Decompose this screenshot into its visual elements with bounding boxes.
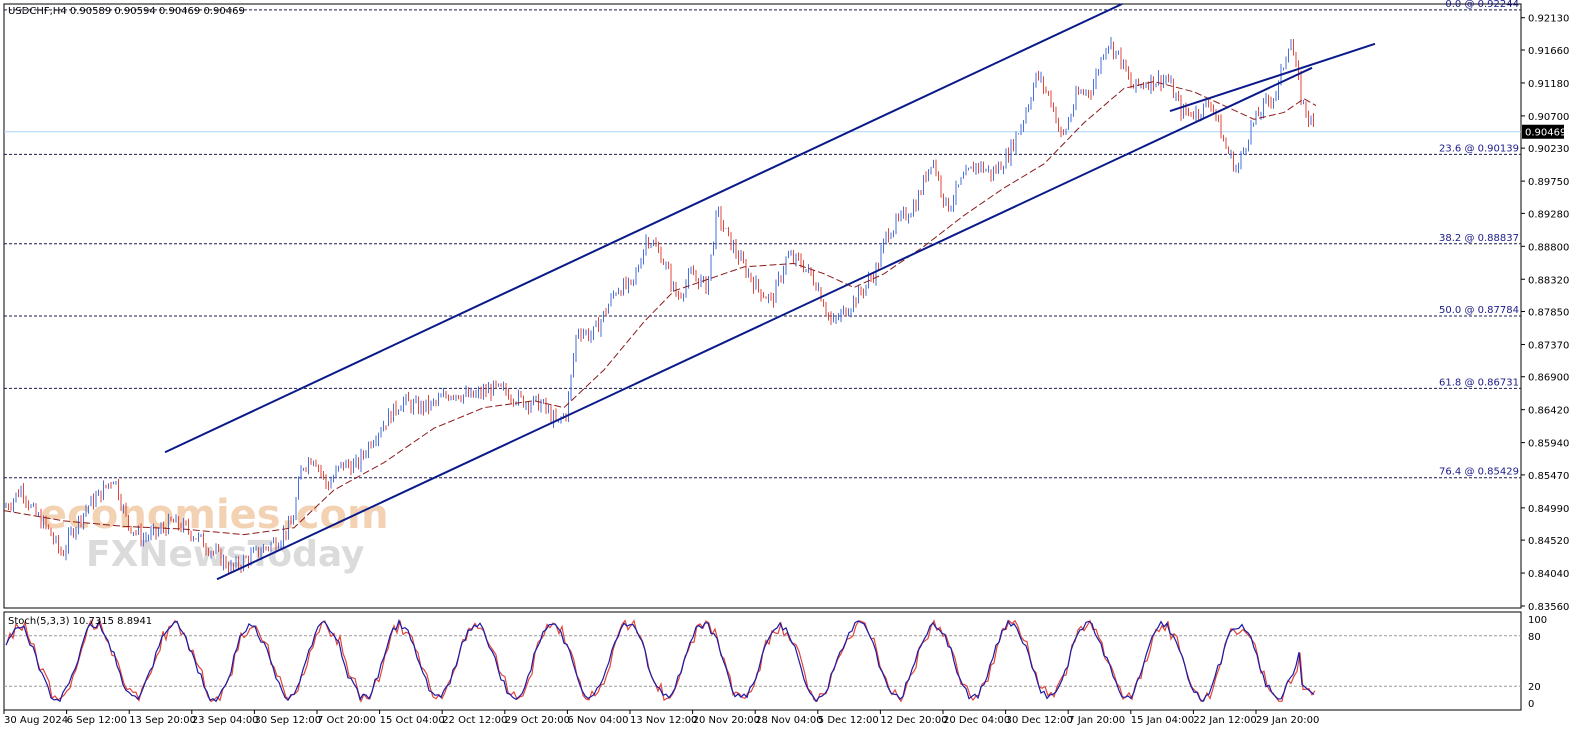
price-tick-label: 0.91180 xyxy=(1528,79,1569,90)
time-tick-label: 12 Dec 20:00 xyxy=(880,715,947,726)
price-tick-label: 0.90700 xyxy=(1528,112,1569,123)
price-tick-label: 0.83560 xyxy=(1528,602,1569,613)
price-tick-label: 0.87370 xyxy=(1528,340,1569,351)
price-tick-label: 0.91660 xyxy=(1528,46,1569,57)
time-tick-label: 22 Jan 12:00 xyxy=(1193,715,1256,726)
fib-label: 50.0 @ 0.87784 xyxy=(1439,305,1519,316)
symbol-header: USDCHF,H4 0.90589 0.90594 0.90469 0.9046… xyxy=(8,6,245,17)
channel-lower-line xyxy=(216,66,1313,581)
fib-label: 76.4 @ 0.85429 xyxy=(1439,467,1519,478)
price-tick-label: 0.84040 xyxy=(1528,569,1569,580)
time-tick-label: 29 Jan 20:00 xyxy=(1256,715,1319,726)
stoch-level-label: 100 xyxy=(1528,615,1547,626)
current-price-label: 0.90469 xyxy=(1525,128,1566,139)
price-tick-label: 0.92130 xyxy=(1528,14,1569,25)
watermark-fxnewstoday: FXNewsToday xyxy=(86,534,365,575)
time-tick-label: 20 Dec 04:00 xyxy=(943,715,1010,726)
watermark-economies: economies.com xyxy=(40,492,389,538)
channel-upper-line xyxy=(164,3,1123,454)
stoch-level-label: 80 xyxy=(1528,632,1541,643)
price-tick-label: 0.85470 xyxy=(1528,471,1569,482)
price-tick-label: 0.85940 xyxy=(1528,439,1569,450)
price-tick-label: 0.84990 xyxy=(1528,504,1569,515)
watermark: economies.com FXNewsToday xyxy=(40,492,389,575)
stoch-level-label: 20 xyxy=(1528,682,1541,693)
stoch-main-line xyxy=(5,618,1315,703)
price-tick-label: 0.89280 xyxy=(1528,209,1569,220)
price-tick-label: 0.88800 xyxy=(1528,242,1569,253)
time-tick-label: 22 Oct 12:00 xyxy=(442,715,507,726)
time-tick-label: 30 Dec 12:00 xyxy=(1006,715,1073,726)
channel-breakout-line xyxy=(1169,42,1376,113)
time-tick-label: 6 Sep 12:00 xyxy=(67,715,127,726)
time-tick-label: 23 Sep 04:00 xyxy=(192,715,259,726)
time-tick-label: 30 Aug 2024 xyxy=(4,715,68,726)
price-tick-label: 0.90230 xyxy=(1528,144,1569,155)
fib-label: 61.8 @ 0.86731 xyxy=(1439,377,1519,388)
price-tick-label: 0.88320 xyxy=(1528,275,1569,286)
time-tick-label: 29 Oct 20:00 xyxy=(505,715,570,726)
stoch-panel-frame xyxy=(3,611,1522,711)
time-tick-label: 7 Oct 20:00 xyxy=(317,715,376,726)
fib-label: 23.6 @ 0.90139 xyxy=(1439,143,1519,154)
stoch-header: Stoch(5,3,3) 10.7315 8.8941 xyxy=(8,616,152,627)
price-tick-label: 0.89750 xyxy=(1528,177,1569,188)
price-tick-label: 0.86420 xyxy=(1528,406,1569,417)
fib-label: 38.2 @ 0.88837 xyxy=(1439,233,1519,244)
fib-label: 0.0 @ 0.92244 xyxy=(1445,0,1519,10)
price-tick-label: 0.87850 xyxy=(1528,308,1569,319)
time-tick-label: 13 Nov 12:00 xyxy=(630,715,697,726)
time-tick-label: 15 Jan 04:00 xyxy=(1131,715,1194,726)
price-tick-label: 0.86900 xyxy=(1528,373,1569,384)
time-tick-label: 20 Nov 20:00 xyxy=(693,715,760,726)
time-tick-label: 5 Dec 12:00 xyxy=(818,715,879,726)
price-tick-label: 0.84520 xyxy=(1528,536,1569,547)
time-tick-label: 6 Nov 04:00 xyxy=(567,715,628,726)
time-tick-label: 28 Nov 04:00 xyxy=(755,715,822,726)
current-price-box xyxy=(1522,124,1564,139)
time-tick-label: 7 Jan 20:00 xyxy=(1068,715,1125,726)
time-tick-label: 15 Oct 04:00 xyxy=(380,715,445,726)
stoch-level-label: 0 xyxy=(1528,699,1534,710)
time-tick-label: 13 Sep 20:00 xyxy=(129,715,196,726)
time-tick-label: 30 Sep 12:00 xyxy=(254,715,321,726)
